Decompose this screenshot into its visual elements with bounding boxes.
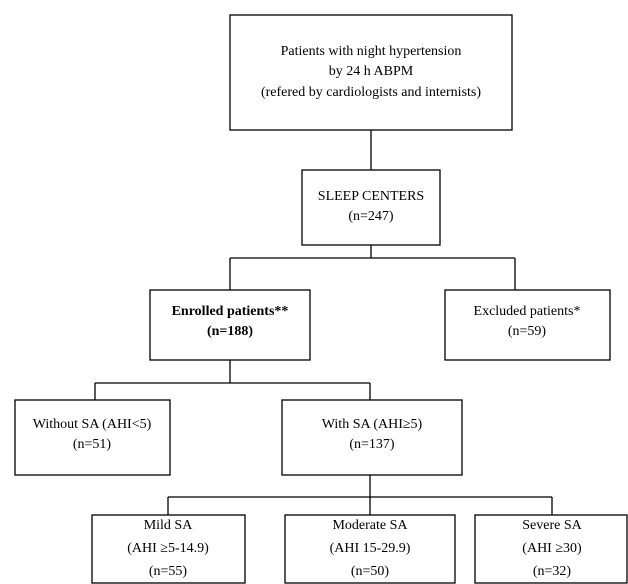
node-text: Excluded patients*: [474, 304, 581, 319]
node-text: (n=50): [351, 564, 390, 579]
node-text: With SA (AHI≥5): [322, 417, 423, 432]
node-text: by 24 h ABPM: [329, 64, 414, 79]
node-text: (n=55): [149, 564, 188, 579]
node-box: [229, 14, 513, 131]
node-text: Mild SA: [144, 518, 194, 533]
node-text: SLEEP CENTERS: [318, 189, 424, 204]
node-text: (AHI 15-29.9): [330, 541, 411, 556]
node-text: Moderate SA: [332, 518, 408, 533]
node-text: (n=59): [508, 324, 547, 339]
node-text: (n=51): [73, 437, 112, 452]
node-text: Without SA (AHI<5): [33, 417, 152, 432]
node-text: (n=32): [533, 564, 572, 579]
node-text: (n=137): [349, 437, 395, 452]
node-box: [91, 514, 246, 584]
node-text: (AHI ≥30): [522, 541, 582, 556]
node-box: [281, 399, 463, 476]
node-box: [284, 514, 456, 584]
node-box: [444, 289, 611, 361]
node-text: Enrolled patients**: [172, 304, 289, 319]
node-box: [14, 399, 171, 476]
node-text: (n=188): [207, 324, 253, 339]
node-text: (AHI ≥5-14.9): [127, 541, 209, 556]
node-text: Severe SA: [522, 518, 582, 533]
node-box: [149, 289, 311, 361]
node-text: (refered by cardiologists and internists…: [261, 85, 481, 100]
node-text: (n=247): [348, 209, 394, 224]
node-text: Patients with night hypertension: [281, 44, 462, 59]
node-box: [474, 514, 628, 584]
connectors: [94, 130, 553, 515]
node-box: [301, 169, 441, 246]
